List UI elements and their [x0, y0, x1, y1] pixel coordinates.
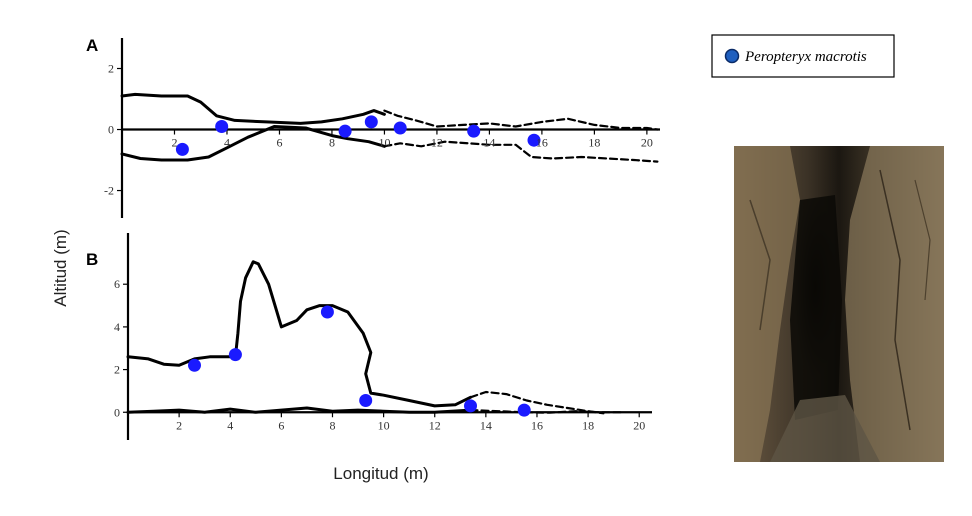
panel-b-wall-solid-1 [126, 406, 472, 414]
panel-b-cave-profile [126, 260, 623, 415]
legend-label: Peropteryx macrotis [744, 49, 867, 65]
panel-a-bat-records [175, 115, 541, 156]
panel-a-x-tick-label: 18 [588, 136, 600, 150]
panel-b-wall-dashed-2 [469, 390, 605, 415]
panel-b-y-tick-label: 2 [114, 363, 120, 377]
panel-a-chart: 2 4 6 8 10 12 14 16 18 20 -2 0 2 A [86, 36, 660, 218]
panel-a-tick-labels: 2 4 6 8 10 12 14 16 18 20 -2 0 2 [104, 62, 653, 198]
panel-a-y-tick-label: 0 [108, 123, 114, 137]
panel-a-label: A [86, 36, 98, 55]
panel-b-x-tick-label: 16 [531, 418, 543, 432]
panel-a-x-tick-label: 10 [378, 136, 390, 150]
panel-b-wall-dashed-3 [469, 409, 623, 414]
panel-b-bat-point [188, 358, 201, 372]
panel-b-x-tick-label: 20 [633, 418, 645, 432]
panel-b-x-tick-label: 2 [176, 418, 182, 432]
panel-a-x-tick-label: 6 [276, 136, 282, 150]
panel-a-x-tick-label: 2 [171, 136, 177, 150]
legend: Peropteryx macrotis [711, 34, 895, 78]
panel-b-bat-point [228, 348, 242, 362]
panel-b-x-tick-label: 8 [329, 418, 335, 432]
panel-a-wall-dashed-3 [383, 140, 659, 163]
y-axis-label: Altitud (m) [51, 229, 70, 306]
panel-b-y-tick-label: 0 [114, 405, 120, 419]
panel-b-tick-labels: 2 4 6 8 10 12 14 16 18 20 0 2 4 6 [114, 277, 645, 432]
panel-b-x-tick-label: 6 [278, 418, 284, 432]
panel-b-bat-records [188, 305, 531, 417]
legend-box [711, 34, 895, 78]
panel-a-x-tick-label: 16 [536, 136, 548, 150]
panel-b-x-tick-label: 10 [378, 418, 390, 432]
panel-b-bat-point [517, 403, 531, 417]
panel-b-wall-solid-0 [126, 260, 472, 408]
panel-a-bat-point [364, 115, 378, 129]
panel-a-bat-point [393, 121, 407, 135]
panel-b-x-tick-label: 14 [480, 418, 492, 432]
panel-a-x-tick-label: 14 [483, 136, 495, 150]
panel-a-cave-profile [120, 92, 659, 163]
panel-b-x-tick-label: 12 [429, 418, 441, 432]
panel-b-y-tick-label: 4 [114, 320, 120, 334]
panel-a-wall-solid-1 [120, 125, 386, 162]
cave-passage-photo [734, 146, 944, 462]
panel-b-bat-point [320, 305, 334, 319]
panel-b-bat-point [359, 394, 373, 407]
panel-a-y-tick-label: 2 [108, 62, 114, 76]
panel-b-label: B [86, 250, 98, 269]
panel-a-bat-point [215, 120, 229, 133]
panel-a-bat-point [338, 124, 352, 138]
panel-a-axes [117, 38, 660, 218]
panel-a-y-tick-label: -2 [104, 184, 114, 198]
panel-b-x-tick-label: 4 [227, 418, 233, 432]
panel-b-chart: 2 4 6 8 10 12 14 16 18 20 0 2 4 6 B [86, 233, 652, 440]
panel-a-wall-dashed-2 [383, 109, 659, 131]
panel-a-x-tick-label: 4 [224, 136, 230, 150]
panel-a-bat-point [467, 124, 481, 138]
panel-a-x-tick-label: 20 [641, 136, 653, 150]
panel-b-y-tick-label: 6 [114, 277, 120, 291]
legend-marker-icon [724, 48, 740, 64]
panel-a-bat-point [527, 133, 541, 147]
panel-b-bat-point [464, 399, 477, 413]
panel-b-x-tick-label: 18 [582, 418, 594, 432]
x-axis-label: Longitud (m) [333, 464, 428, 483]
panel-a-wall-solid-0 [120, 92, 386, 125]
panel-a-x-tick-label: 8 [329, 136, 335, 150]
panel-a-x-tick-label: 12 [431, 136, 443, 150]
panel-a-bat-point [175, 142, 189, 156]
